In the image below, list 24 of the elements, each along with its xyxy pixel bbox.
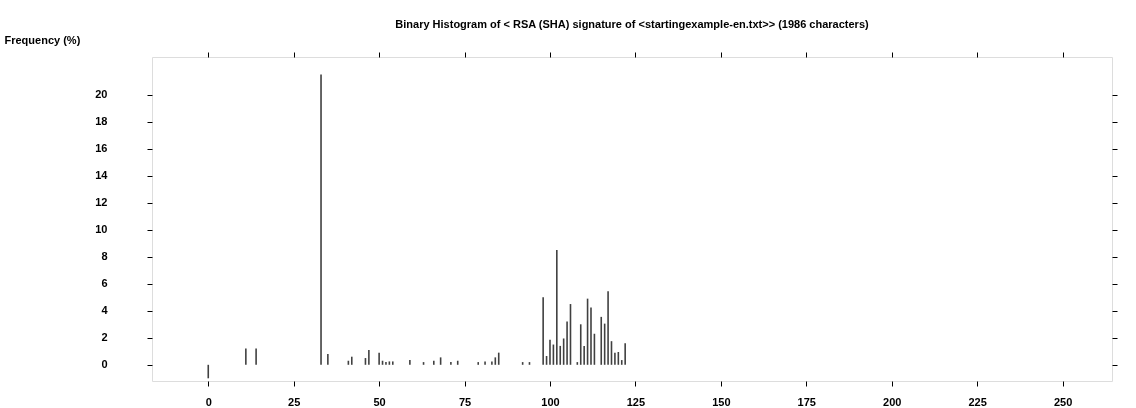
y-tick-label: 0 — [101, 358, 108, 371]
x-tick-label: 250 — [1053, 395, 1073, 408]
y-tick-label: 12 — [95, 196, 108, 209]
y-tick-label: 4 — [101, 304, 109, 317]
x-tick-label: 175 — [797, 395, 816, 408]
y-axis-title: Frequency (%) — [4, 33, 81, 46]
chart-title: Binary Histogram of < RSA (SHA) signature of <startingexample-en.txt>> (1986 characters) — [395, 18, 870, 30]
x-tick-label: 50 — [373, 395, 386, 408]
y-tick-label: 2 — [101, 331, 108, 344]
x-tick-label: 75 — [458, 395, 472, 408]
x-tick-label: 225 — [968, 395, 987, 408]
y-tick-label: 6 — [101, 277, 108, 290]
x-tick-label: 25 — [288, 395, 301, 408]
x-tick-label: 100 — [541, 395, 560, 408]
y-tick-label: 18 — [95, 115, 108, 128]
x-tick-label: 200 — [883, 395, 902, 408]
y-tick-label: 10 — [95, 223, 108, 236]
y-tick-label: 16 — [95, 142, 108, 155]
y-tick-label: 20 — [95, 88, 108, 101]
y-tick-label: 8 — [101, 250, 108, 263]
x-tick-label: 0 — [205, 395, 212, 408]
x-tick-label: 125 — [626, 395, 646, 408]
y-tick-label: 14 — [95, 169, 109, 182]
x-tick-label: 150 — [712, 395, 731, 408]
